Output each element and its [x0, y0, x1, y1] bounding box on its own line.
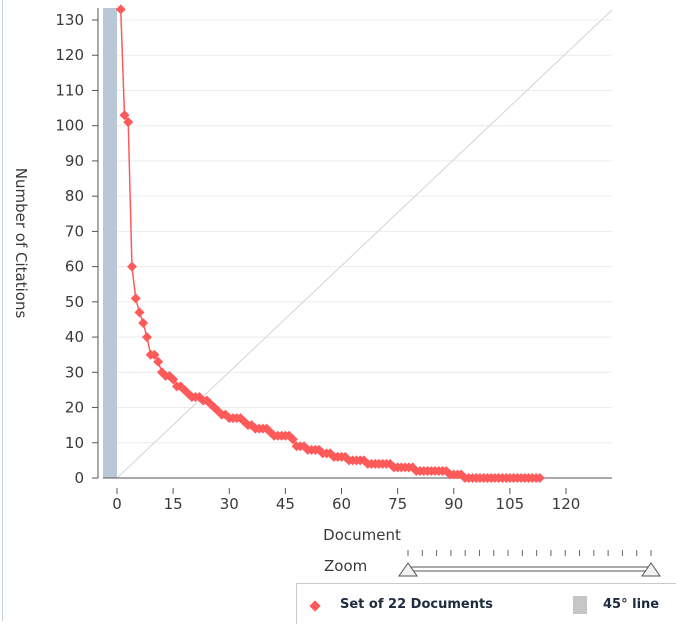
- data-point[interactable]: [141, 332, 152, 343]
- data-point[interactable]: [287, 434, 298, 445]
- y-tick-label: 20: [65, 399, 84, 417]
- zoom-right-handle[interactable]: [641, 562, 661, 577]
- y-tick-label: 70: [65, 222, 84, 240]
- data-point[interactable]: [119, 110, 130, 121]
- x-axis-title: Document: [323, 526, 401, 544]
- data-point[interactable]: [123, 117, 134, 128]
- y-axis-title: Number of Citations: [12, 168, 30, 319]
- y-tick-label: 120: [55, 46, 84, 64]
- zoom-label: Zoom: [324, 557, 368, 575]
- y-tick-label: 50: [65, 293, 84, 311]
- legend-line-icon: [573, 596, 587, 614]
- legend-line-label: 45° line: [603, 597, 660, 612]
- zoom-tick-marks: [407, 550, 652, 556]
- data-point[interactable]: [130, 293, 141, 304]
- data-point[interactable]: [153, 356, 164, 367]
- data-point[interactable]: [534, 473, 545, 483]
- legend-series-label: Set of 22 Documents: [340, 597, 493, 612]
- axes: 0 10 20 30 40 50 60 70 80 90 100 110 120 130 0 15 30 45 60…: [55, 8, 612, 513]
- h-index-band: [103, 8, 117, 478]
- legend: Set of 22 Documents 45° line: [296, 583, 676, 624]
- grid: [103, 19, 612, 479]
- data-point[interactable]: [138, 317, 149, 328]
- x-tick-label: 105: [496, 495, 525, 513]
- y-tick-label: 40: [65, 328, 84, 346]
- data-point[interactable]: [126, 261, 137, 272]
- series-set-of-22-documents[interactable]: [115, 4, 545, 483]
- y-tick-label: 60: [65, 258, 84, 276]
- data-point[interactable]: [168, 374, 179, 385]
- y-tick-label: 30: [65, 363, 84, 381]
- y-tick-label: 80: [65, 187, 84, 205]
- zoom-track[interactable]: [406, 566, 653, 572]
- x-tick-label: 75: [388, 495, 407, 513]
- x-tick-label: 30: [220, 495, 239, 513]
- x-tick-label: 0: [112, 495, 122, 513]
- y-tick-label: 0: [74, 469, 84, 487]
- zoom-left-handle[interactable]: [398, 562, 418, 577]
- y-tick-label: 110: [55, 81, 84, 99]
- y-tick-label: 10: [65, 434, 84, 452]
- legend-diamond-icon: [309, 600, 321, 612]
- data-point[interactable]: [134, 307, 145, 318]
- frame-border: [2, 0, 3, 621]
- citation-chart: 0 10 20 30 40 50 60 70 80 90 100 110 120 130 0 15 30 45 60…: [12, 4, 613, 544]
- y-tick-label: 90: [65, 152, 84, 170]
- x-tick-label: 15: [164, 495, 183, 513]
- x-tick-label: 120: [552, 495, 581, 513]
- x-tick-label: 90: [444, 495, 463, 513]
- y-tick-label: 130: [55, 11, 84, 29]
- data-point[interactable]: [246, 420, 257, 431]
- x-tick-label: 45: [276, 495, 295, 513]
- data-point[interactable]: [115, 4, 126, 15]
- data-point[interactable]: [149, 349, 160, 360]
- y-tick-label: 100: [55, 117, 84, 135]
- x-tick-label: 60: [332, 495, 351, 513]
- zoom-slider[interactable]: [398, 546, 663, 582]
